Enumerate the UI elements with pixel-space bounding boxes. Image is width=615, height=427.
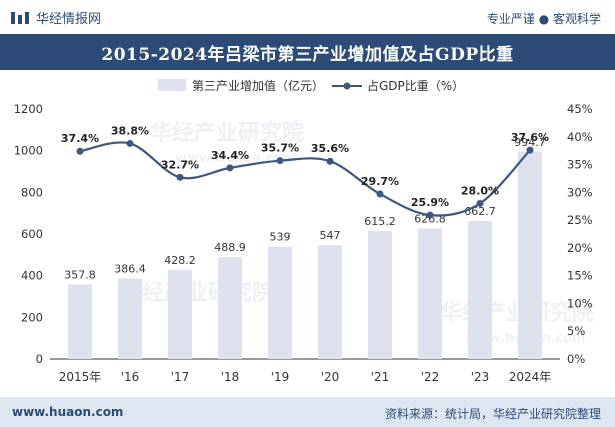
bar-value-label: 994.7 [514, 136, 546, 149]
line-value-label: 38.8% [111, 124, 149, 137]
brand[interactable]: 华经情报网 [10, 8, 101, 27]
chart-area: 华经产业研究院华经产业研究院华经产业研究院www.huaon.comwww.hu… [0, 70, 615, 397]
y-right-tick-label: 15% [567, 269, 593, 283]
y-right-tick-label: 25% [567, 213, 593, 227]
y-right-tick-label: 30% [567, 185, 593, 199]
bar-value-label: 539 [270, 231, 291, 244]
line-point [326, 157, 334, 165]
y-right-tick-label: 40% [567, 130, 593, 144]
bar [218, 257, 242, 359]
x-tick-label: '23 [471, 370, 490, 384]
bar [68, 284, 92, 359]
line-value-label: 34.4% [211, 149, 249, 162]
top-bar: 华经情报网 专业严谨 ● 客观科学 [0, 0, 615, 34]
x-tick-label: '16 [121, 370, 140, 384]
bar [118, 278, 142, 359]
chart-title: 2015-2024年吕梁市第三产业增加值及占GDP比重 [0, 34, 615, 70]
x-tick-label: '21 [371, 370, 390, 384]
bar-value-label: 428.2 [164, 254, 196, 267]
y-left-tick-label: 0 [36, 352, 43, 366]
line-point [376, 190, 384, 198]
legend-line-marker [343, 82, 351, 90]
line-value-label: 28.0% [461, 184, 499, 197]
y-right-tick-label: 5% [567, 324, 585, 338]
x-tick-label: 2015年 [59, 370, 102, 384]
watermark-text: 华经产业研究院 [150, 120, 304, 146]
bar-value-label: 615.2 [364, 215, 396, 228]
y-right-tick-label: 35% [567, 158, 593, 172]
y-right-tick-label: 0% [567, 352, 585, 366]
bar-value-label: 357.8 [64, 268, 96, 281]
x-tick-label: '18 [221, 370, 240, 384]
line-point [126, 139, 134, 147]
brand-name: 华经情报网 [36, 12, 102, 27]
y-right-tick-label: 10% [567, 296, 593, 310]
line-value-label: 37.4% [61, 132, 99, 145]
bar [318, 245, 342, 359]
footer: www.huaon.com 资料来源：统计局，华经产业研究院整理 [0, 397, 615, 427]
x-tick-label: '20 [321, 370, 340, 384]
bar-value-label: 488.9 [214, 241, 246, 254]
line-value-label: 25.9% [411, 196, 449, 209]
legend-bar-swatch [158, 79, 186, 91]
line-value-label: 37.6% [511, 131, 549, 144]
legend-bar-label: 第三产业增加值（亿元） [192, 78, 324, 93]
legend-line-label: 占GDP比重（%） [367, 78, 464, 93]
bar [368, 230, 392, 359]
y-left-tick-label: 1000 [14, 144, 43, 158]
line-point [476, 199, 484, 207]
series-line [79, 141, 531, 217]
line-value-label: 35.7% [261, 142, 299, 155]
watermark-text: 华经产业研究院 [120, 280, 274, 306]
y-right-tick-label: 20% [567, 241, 593, 255]
bar [418, 228, 442, 359]
y-left-tick-label: 1200 [14, 102, 43, 116]
x-tick-label: '17 [171, 370, 190, 384]
watermark-text: 华经产业研究院 [440, 300, 594, 326]
footer-source: 资料来源：统计局，华经产业研究院整理 [384, 407, 601, 421]
bar-value-label: 386.4 [114, 263, 146, 276]
bar [268, 246, 292, 359]
y-left-tick-label: 600 [21, 227, 43, 241]
line-point [176, 173, 184, 181]
line-point [426, 211, 434, 219]
bar [168, 269, 192, 359]
line-value-label: 32.7% [161, 158, 199, 171]
y-left-tick-label: 400 [21, 269, 43, 283]
line-value-label: 35.6% [311, 142, 349, 155]
line-point [526, 146, 534, 154]
bar-value-label: 547 [320, 229, 341, 242]
x-tick-label: 2024年 [509, 370, 552, 384]
x-tick-label: '22 [421, 370, 440, 384]
footer-website-link[interactable]: www.huaon.com [12, 405, 124, 419]
huajing-logo-icon [11, 11, 29, 24]
line-value-label: 29.7% [361, 175, 399, 188]
slogan: 专业严谨 ● 客观科学 [486, 12, 601, 26]
combo-chart: 华经产业研究院华经产业研究院华经产业研究院www.huaon.comwww.hu… [14, 78, 594, 384]
line-point [226, 164, 234, 172]
line-point [276, 157, 284, 165]
bar [468, 220, 492, 359]
x-tick-label: '19 [271, 370, 290, 384]
line-point [76, 147, 84, 155]
bar [518, 151, 542, 359]
y-left-tick-label: 800 [21, 185, 43, 199]
y-left-tick-label: 200 [21, 310, 43, 324]
y-right-tick-label: 45% [567, 102, 593, 116]
